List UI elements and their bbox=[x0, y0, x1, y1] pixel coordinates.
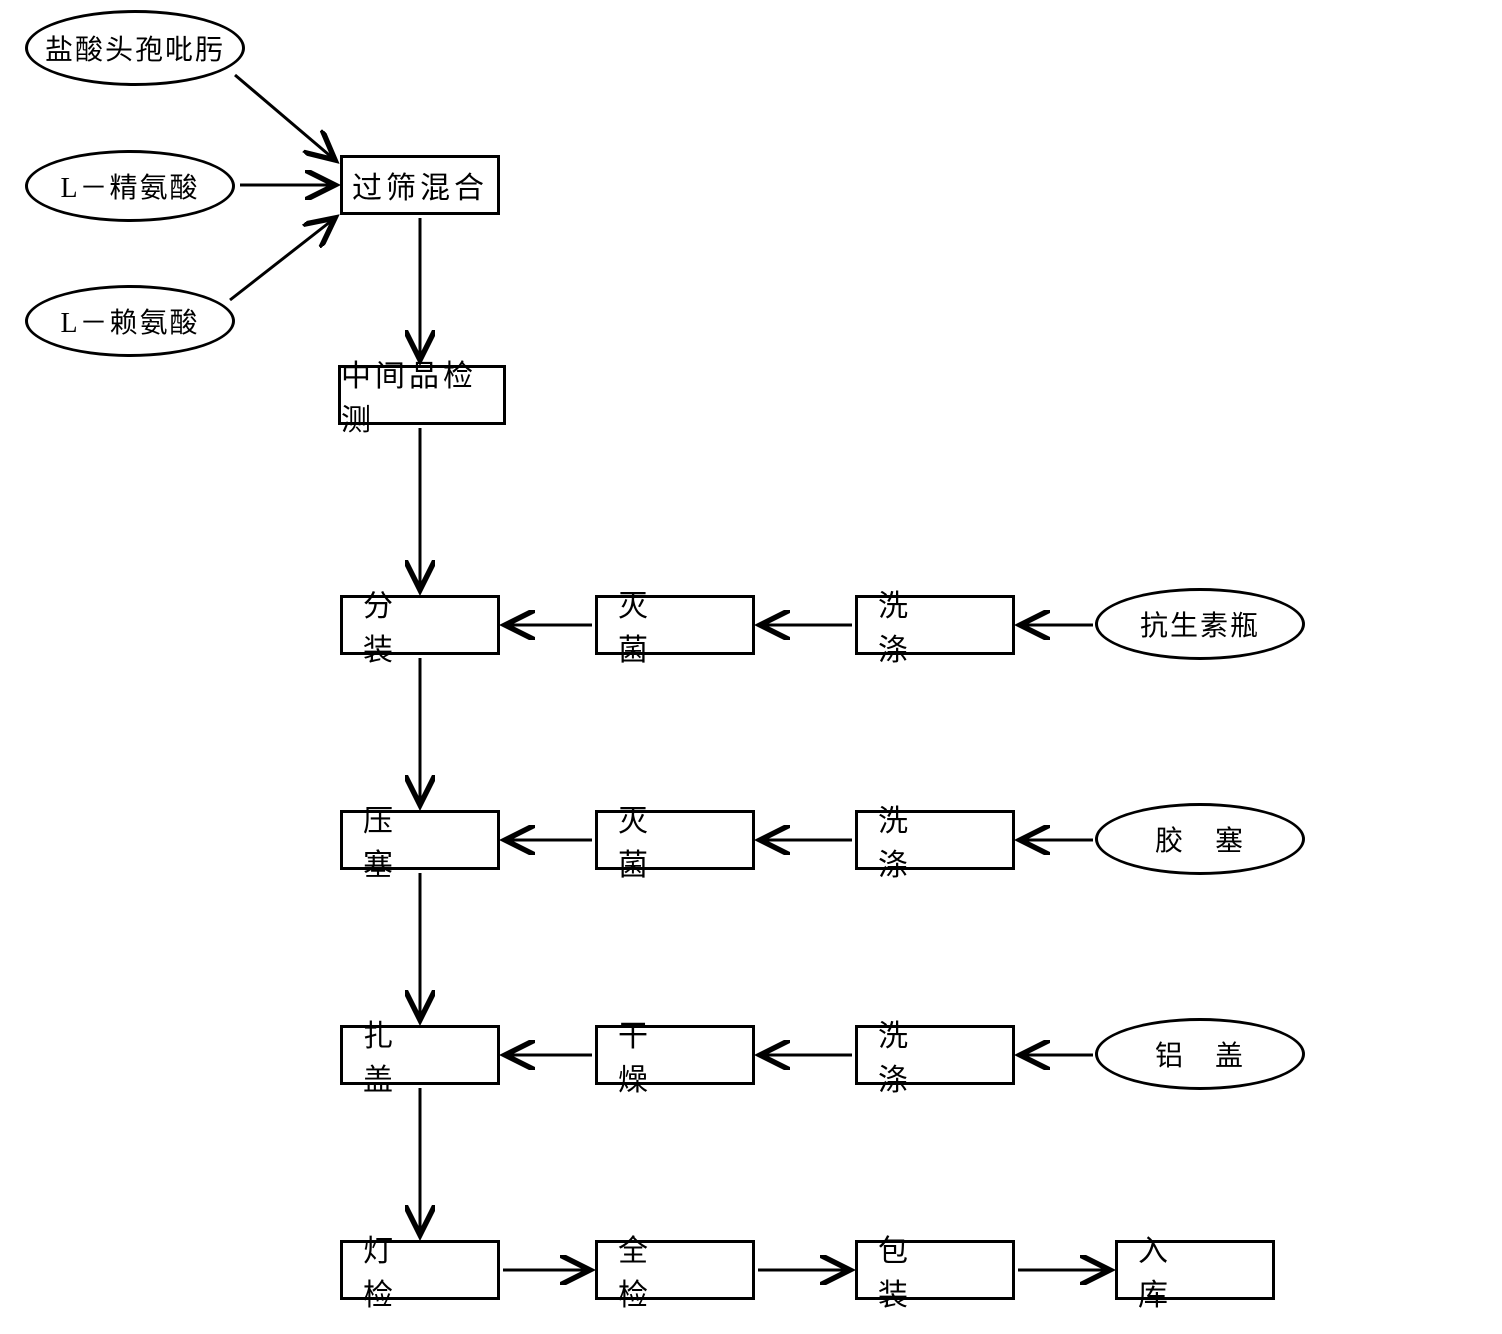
ingredient2-label: L－精氨酸 bbox=[60, 166, 199, 206]
stopper-label: 胶 塞 bbox=[1155, 819, 1245, 859]
packaging-label: 包 装 bbox=[878, 1226, 1012, 1314]
sterilize1-box: 灭 菌 bbox=[595, 595, 755, 655]
drying-label: 干 燥 bbox=[618, 1011, 752, 1099]
sterilize1-label: 灭 菌 bbox=[618, 581, 752, 669]
full-inspect-label: 全 检 bbox=[618, 1226, 752, 1314]
lamp-inspect-label: 灯 检 bbox=[363, 1226, 497, 1314]
warehouse-box: 入 库 bbox=[1115, 1240, 1275, 1300]
stoppering-label: 压 塞 bbox=[363, 796, 497, 884]
cap-ellipse: 铝 盖 bbox=[1095, 1018, 1305, 1090]
sterilize2-label: 灭 菌 bbox=[618, 796, 752, 884]
capping-label: 扎 盖 bbox=[363, 1011, 497, 1099]
wash3-label: 洗 涤 bbox=[878, 1011, 1012, 1099]
cap-label: 铝 盖 bbox=[1155, 1034, 1245, 1074]
bottle-ellipse: 抗生素瓶 bbox=[1095, 588, 1305, 660]
warehouse-label: 入 库 bbox=[1138, 1226, 1272, 1314]
packaging-box: 包 装 bbox=[855, 1240, 1015, 1300]
wash3-box: 洗 涤 bbox=[855, 1025, 1015, 1085]
stoppering-box: 压 塞 bbox=[340, 810, 500, 870]
intermediate-test-box: 中间品检测 bbox=[338, 365, 506, 425]
ingredient3-label: L－赖氨酸 bbox=[60, 301, 199, 341]
full-inspect-box: 全 检 bbox=[595, 1240, 755, 1300]
stopper-ellipse: 胶 塞 bbox=[1095, 803, 1305, 875]
capping-box: 扎 盖 bbox=[340, 1025, 500, 1085]
ingredient2-ellipse: L－精氨酸 bbox=[25, 150, 235, 222]
sterilize2-box: 灭 菌 bbox=[595, 810, 755, 870]
sieve-mix-box: 过筛混合 bbox=[340, 155, 500, 215]
filling-box: 分 装 bbox=[340, 595, 500, 655]
wash1-label: 洗 涤 bbox=[878, 581, 1012, 669]
intermediate-test-label: 中间品检测 bbox=[341, 351, 503, 439]
ingredient1-ellipse: 盐酸头孢吡肟 bbox=[25, 10, 245, 86]
wash2-label: 洗 涤 bbox=[878, 796, 1012, 884]
lamp-inspect-box: 灯 检 bbox=[340, 1240, 500, 1300]
sieve-mix-label: 过筛混合 bbox=[352, 163, 488, 207]
bottle-label: 抗生素瓶 bbox=[1140, 604, 1260, 644]
filling-label: 分 装 bbox=[363, 581, 497, 669]
wash1-box: 洗 涤 bbox=[855, 595, 1015, 655]
wash2-box: 洗 涤 bbox=[855, 810, 1015, 870]
ingredient1-label: 盐酸头孢吡肟 bbox=[45, 28, 225, 68]
ingredient3-ellipse: L－赖氨酸 bbox=[25, 285, 235, 357]
drying-box: 干 燥 bbox=[595, 1025, 755, 1085]
